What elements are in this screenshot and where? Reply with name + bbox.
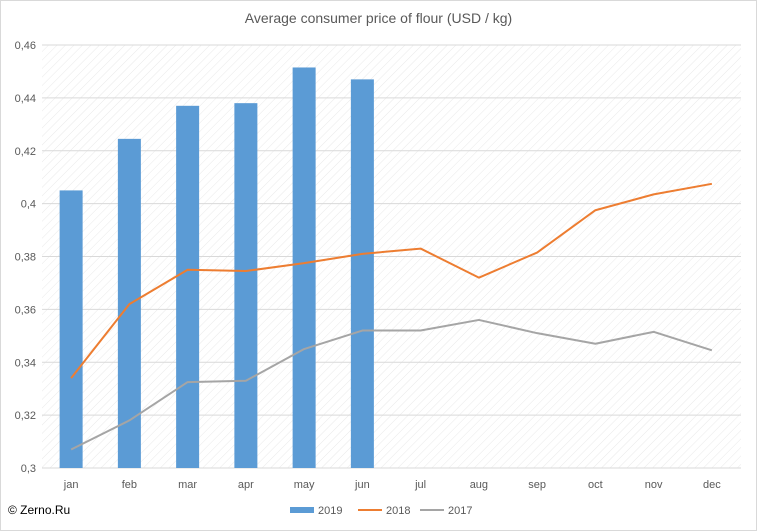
bar-2019-jun — [350, 79, 374, 469]
line-2017 — [70, 318, 713, 451]
x-tick-label: sep — [528, 479, 546, 491]
line-series — [70, 182, 713, 451]
line-2018 — [70, 182, 713, 379]
bar-2019-jan — [59, 190, 83, 468]
gridlines — [42, 44, 741, 469]
y-tick-label: 0,36 — [15, 304, 36, 316]
x-tick-label: oct — [588, 479, 603, 491]
bar-2019-mar — [176, 105, 200, 469]
x-tick-label: may — [294, 479, 315, 491]
copyright-text: © Zerno.Ru — [8, 503, 71, 517]
y-tick-label: 0,42 — [15, 146, 36, 158]
x-tick-label: dec — [703, 479, 721, 491]
x-tick-label: apr — [238, 479, 254, 491]
x-tick-label: feb — [122, 479, 137, 491]
x-tick-label: aug — [470, 479, 488, 491]
bar-2019-may — [292, 67, 316, 469]
legend-label-2019: 2019 — [318, 505, 342, 517]
bar-2019-apr — [234, 103, 258, 468]
x-tick-label: jan — [63, 479, 79, 491]
y-tick-label: 0,44 — [15, 93, 36, 105]
y-tick-label: 0,4 — [21, 199, 36, 211]
legend-label-2017: 2017 — [448, 505, 472, 517]
y-tick-label: 0,38 — [15, 252, 36, 264]
chart-title: Average consumer price of flour (USD / k… — [244, 10, 513, 26]
x-tick-label: mar — [178, 479, 197, 491]
y-tick-label: 0,46 — [15, 40, 36, 52]
y-tick-label: 0,3 — [21, 463, 36, 475]
legend-label-2018: 2018 — [386, 505, 410, 517]
y-axis-ticks: 0,3 0,32 0,34 0,36 0,38 0,4 0,42 0,44 0,46 — [15, 40, 36, 475]
legend-swatch-2019 — [290, 507, 314, 513]
x-tick-label: nov — [645, 479, 663, 491]
x-tick-label: jun — [354, 479, 370, 491]
legend: 2019 2018 2017 — [290, 505, 472, 517]
x-tick-label: jul — [414, 479, 426, 491]
x-axis-ticks: jan feb mar apr may jun jul aug sep oct nov dec — [63, 479, 721, 491]
y-tick-label: 0,34 — [15, 357, 36, 369]
y-tick-label: 0,32 — [15, 410, 36, 422]
